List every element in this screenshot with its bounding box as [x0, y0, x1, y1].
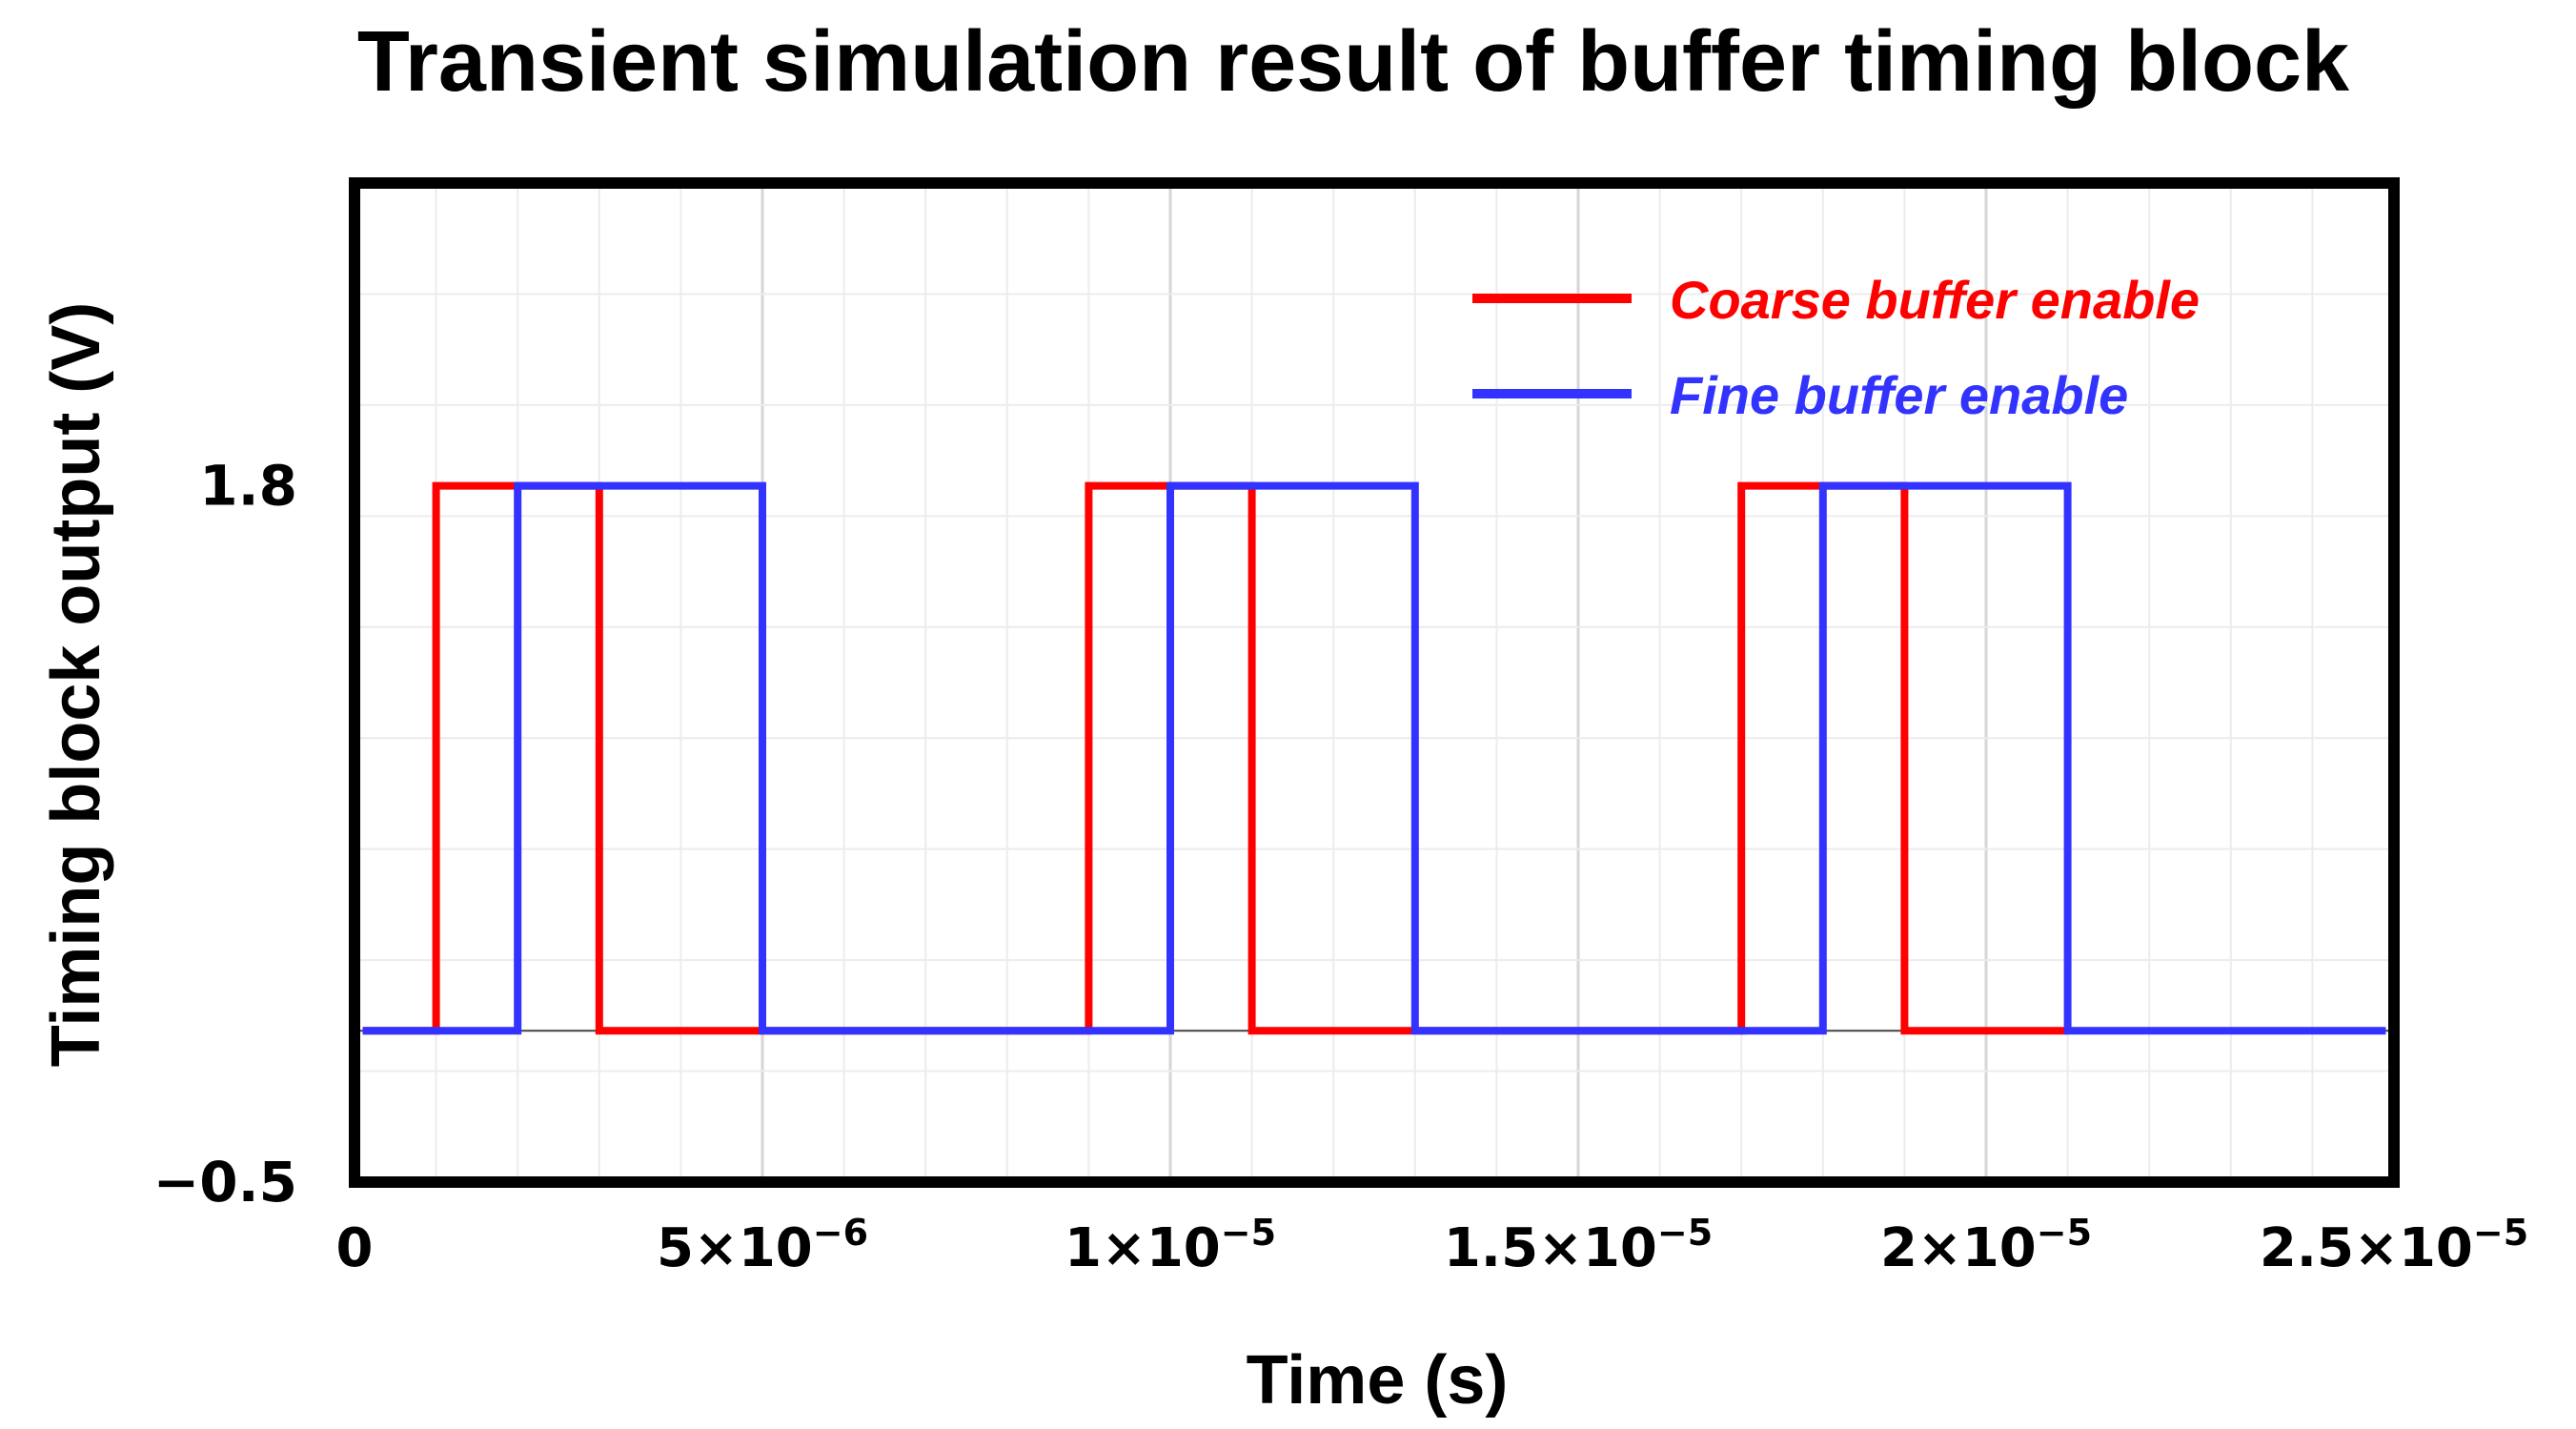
x-tick-label: 5×10−6 [657, 1212, 868, 1279]
series-layer [362, 481, 2386, 1035]
legend-label: Coarse buffer enable [1670, 270, 2200, 330]
x-tick-labels: 0 5×10−6 1×10−5 1.5×10−5 2×10−5 2.5×10−5 [336, 1212, 2529, 1279]
y-axis-label: Timing block output (V) [38, 302, 114, 1068]
x-tick-label: 0 [336, 1217, 374, 1279]
x-tick-label: 2.5×10−5 [2260, 1212, 2528, 1279]
series-line-coarse [362, 481, 2068, 1035]
y-tick-label: 1.8 [199, 454, 297, 519]
series-line-fine [362, 481, 2386, 1035]
plot-frame [349, 177, 2400, 1188]
x-tick-label: 2×10−5 [1880, 1212, 2092, 1279]
chart-title: Transient simulation result of buffer ti… [357, 14, 2350, 110]
legend-label: Fine buffer enable [1670, 365, 2128, 425]
y-tick-label: −0.5 [153, 1150, 297, 1215]
x-tick-label: 1.5×10−5 [1444, 1212, 1713, 1279]
x-axis-label: Time (s) [1247, 1342, 1509, 1419]
legend: Coarse buffer enable Fine buffer enable [1472, 270, 2200, 425]
y-tick-labels: 1.8 −0.5 [153, 454, 297, 1215]
x-tick-label: 1×10−5 [1065, 1212, 1276, 1279]
